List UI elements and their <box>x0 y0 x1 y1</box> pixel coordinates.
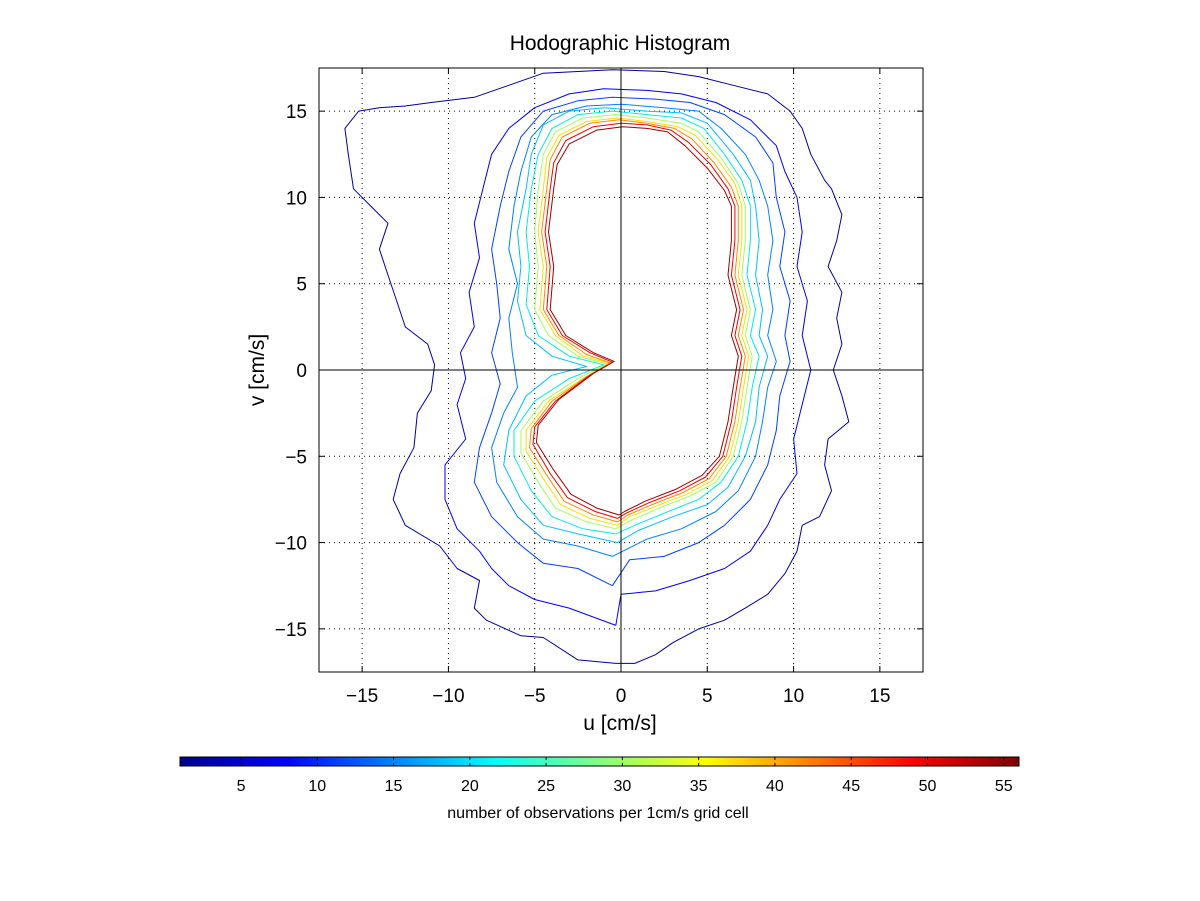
colorbar-tick-label: 20 <box>461 778 479 795</box>
x-tick-label: −5 <box>524 686 546 707</box>
colorbar: 5 10 15 20 25 30 35 40 45 50 55 number of observat… <box>179 756 1020 822</box>
y-axis-label: v [cm/s] <box>246 334 269 406</box>
x-axis-ticks: −15 −10 −5 0 5 10 15 <box>346 68 890 707</box>
x-tick-label: 5 <box>702 686 713 707</box>
contour-level <box>444 88 812 626</box>
colorbar-tick-label: 5 <box>237 778 246 795</box>
colorbar-tick-label: 15 <box>385 778 403 795</box>
colorbar-tick-label: 40 <box>766 778 784 795</box>
y-tick-label: −15 <box>275 620 307 641</box>
contour-level <box>525 117 750 526</box>
x-tick-label: 15 <box>869 686 890 707</box>
contour-level <box>344 69 850 664</box>
colorbar-gradient <box>179 756 1020 767</box>
contour-level <box>473 96 791 587</box>
contour-level <box>535 126 739 516</box>
colorbar-tick-label: 45 <box>842 778 860 795</box>
x-tick-label: −15 <box>346 686 378 707</box>
contour-level <box>529 119 746 523</box>
contour-level <box>513 110 760 535</box>
colorbar-tick-label: 10 <box>308 778 326 795</box>
y-tick-label: 5 <box>296 275 307 296</box>
y-tick-label: 0 <box>296 361 307 382</box>
colorbar-tick-label: 30 <box>613 778 631 795</box>
colorbar-ticks: 5 10 15 20 25 30 35 40 45 50 55 <box>237 757 1013 795</box>
plot-area: −15 −10 −5 0 5 10 15 −15 −10 −5 0 5 10 15 <box>275 67 924 707</box>
contour-level <box>503 107 769 544</box>
contour-level <box>491 103 777 557</box>
y-tick-label: 10 <box>286 188 307 209</box>
colorbar-tick-label: 50 <box>919 778 937 795</box>
x-tick-label: 0 <box>616 686 627 707</box>
zero-axis-lines <box>319 68 923 672</box>
x-tick-label: −10 <box>432 686 464 707</box>
chart-title: Hodographic Histogram <box>510 32 731 55</box>
x-axis-label: u [cm/s] <box>583 712 657 735</box>
colorbar-tick-label: 25 <box>537 778 555 795</box>
y-tick-label: −5 <box>285 447 307 468</box>
y-tick-label: −10 <box>275 534 307 555</box>
colorbar-tick-label: 35 <box>690 778 708 795</box>
colorbar-label: number of observations per 1cm/s grid ce… <box>447 805 748 822</box>
y-axis-ticks: −15 −10 −5 0 5 10 15 <box>275 102 923 641</box>
colorbar-tick-label: 55 <box>995 778 1013 795</box>
contour-level <box>532 122 743 519</box>
x-tick-label: 10 <box>783 686 804 707</box>
contour-lines <box>344 69 850 664</box>
y-tick-label: 15 <box>286 102 307 123</box>
contour-level <box>520 114 753 530</box>
